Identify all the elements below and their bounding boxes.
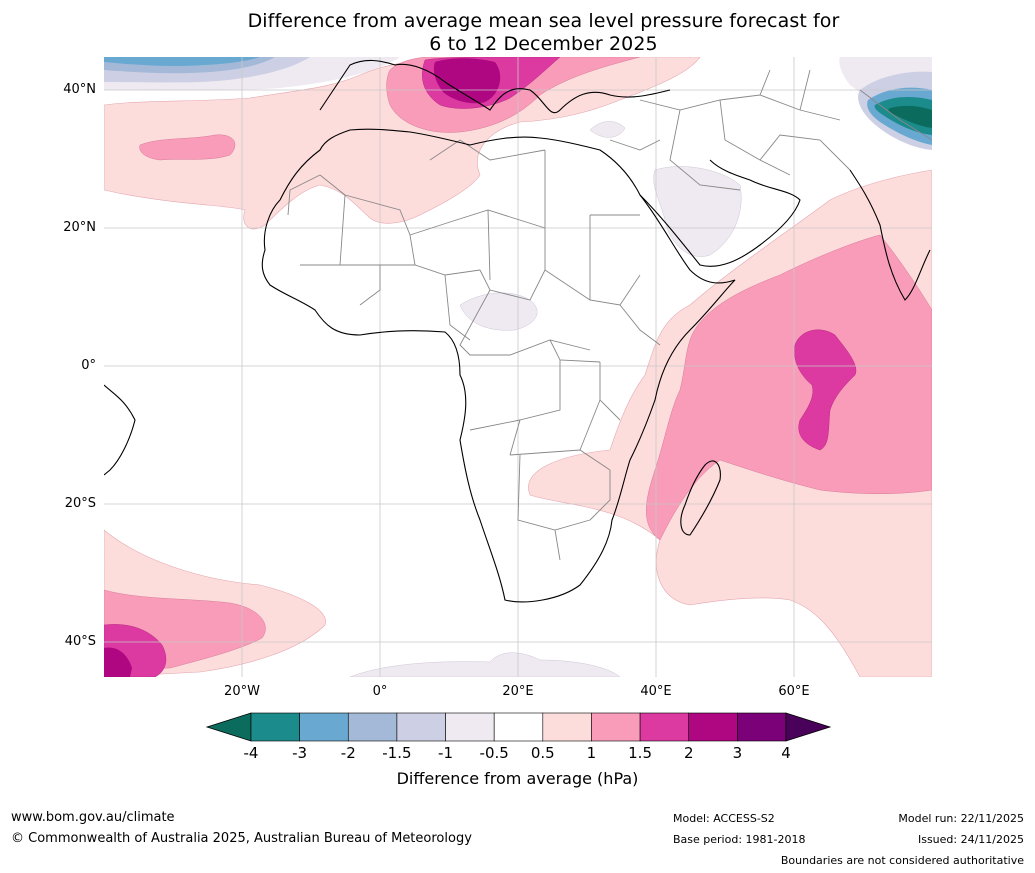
lat-label-20n: 20°N [63,220,96,235]
footer-website[interactable]: www.bom.gov.au/climate [11,810,175,825]
colorbar-tick-label: 0.5 [530,744,555,762]
arabia-coast [639,159,801,267]
africa-coast [261,128,736,603]
colorbar-extend-max [785,712,832,742]
colorbar-bin [737,712,787,742]
lon-label-40e: 40°E [640,684,672,699]
lat-label-20s: 20°S [64,496,96,511]
lat-label-40n: 40°N [63,82,96,97]
anomaly-mediterranean-2 [433,58,501,104]
south-america-coast [104,384,136,476]
colorbar-bin [688,712,738,742]
colorbar-bin [542,712,592,742]
colorbar-bins [205,712,832,742]
colorbar-bin [639,712,690,742]
coastlines [104,59,931,603]
lon-label-60e: 60°E [778,684,810,699]
map-content [104,57,932,677]
europe-coast [319,59,671,114]
lat-label-0: 0° [81,358,96,373]
colorbar-bin [250,712,300,742]
anomaly-indian-ocean-1p5 [794,329,857,451]
title-line-2: 6 to 12 December 2025 [429,33,658,55]
colorbar-tick-label: 1.5 [628,744,652,762]
colorbar-bin [445,712,495,742]
anomaly-turkey-lavender [589,121,626,138]
anomaly-indian-ocean-1 [646,234,932,541]
lon-label-20w: 20°W [224,684,260,699]
colorbar-tick-label: -1 [438,744,454,762]
anomaly-arabia-lavender [653,166,742,257]
colorbar-extend-min [205,712,252,742]
lat-label-40s: 40°S [64,634,96,649]
colorbar-tick-label: 4 [781,744,791,762]
anomaly-2-3-layer [104,58,501,677]
anomaly-atlantic-small [139,134,236,161]
colorbar-tick-label: -0.5 [479,744,509,762]
colorbar-tick-label: -1.5 [382,744,412,762]
colorbar-tick-label: 2 [683,744,694,762]
chart-title: Difference from average mean sea level p… [0,10,1035,56]
footer-copyright: © Commonwealth of Australia 2025, Austra… [11,831,472,846]
footer-boundaries-note: Boundaries are not considered authoritat… [780,854,1024,867]
colorbar-tick-label: -2 [340,744,356,762]
colorbar-tick-label: -3 [292,744,308,762]
colorbar-bin [347,712,398,742]
footer-model: Model: ACCESS-S2 [673,812,775,825]
colorbar-bin [493,712,544,742]
footer-model-run: Model run: 22/11/2025 [898,812,1024,825]
anomaly-tibet-layer [858,71,932,150]
colorbar-tick-label: 3 [732,744,743,762]
country-borders [287,69,932,561]
footer-issued: Issued: 24/11/2025 [917,833,1024,846]
anomaly-1-1p5-layer [104,57,932,671]
colorbar-bin [396,712,446,742]
title-line-1: Difference from average mean sea level p… [247,10,840,32]
colorbar-tick-label: 1 [586,744,597,762]
colorbar-tick-label: -4 [243,744,259,762]
madagascar-coast [680,460,721,536]
footer-base-period: Base period: 1981-2018 [673,833,806,846]
colorbar-bin [299,712,349,742]
lon-label-20e: 20°E [502,684,534,699]
anomaly-south-ocean-lavender [349,652,621,677]
colorbar-label: Difference from average (hPa) [396,769,639,788]
lon-label-0: 0° [372,684,388,699]
anomaly-south-atlantic-2 [104,647,132,677]
india-coast [849,169,931,301]
colorbar-bin [591,712,641,742]
graticule [104,57,932,677]
